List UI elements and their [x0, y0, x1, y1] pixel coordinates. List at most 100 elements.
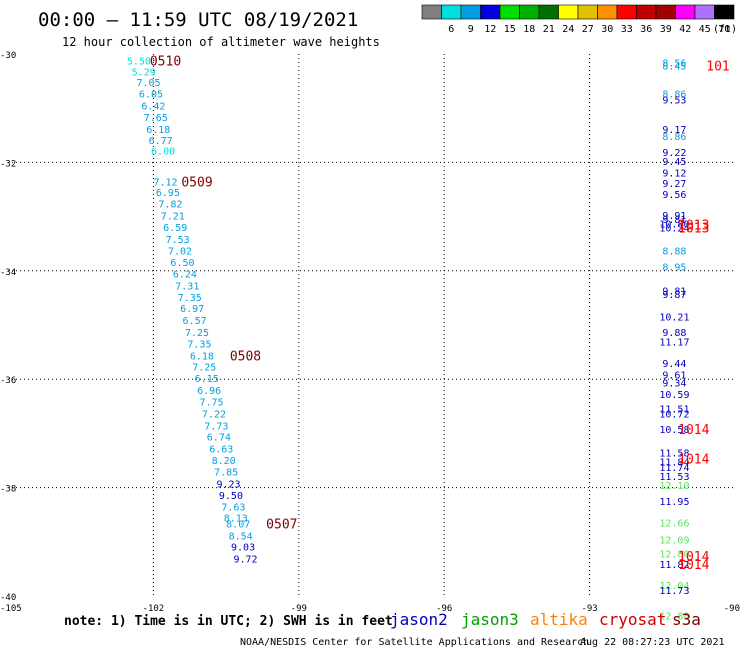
legend-swatch	[694, 4, 715, 20]
wave-height-label: 6.50	[170, 258, 194, 269]
legend-swatch	[597, 4, 618, 20]
wave-height-label: 9.87	[662, 290, 686, 301]
footer-timestamp: Aug 22 08:27:23 UTC 2021	[580, 637, 725, 648]
wave-height-label: 7.35	[178, 293, 202, 304]
legend-swatch	[480, 4, 501, 20]
wave-height-label: 7.85	[214, 467, 238, 478]
wave-height-label: 7.05	[137, 78, 161, 89]
wave-height-label: 9.81	[662, 286, 686, 297]
wave-height-label: 9.81	[662, 215, 686, 226]
satellite-label-cryosat: cryosat	[599, 610, 666, 629]
wave-height-label: 6.24	[173, 270, 197, 281]
wave-height-label: 6.57	[183, 316, 207, 327]
wave-height-label: 9.23	[216, 479, 240, 490]
wave-height-label: 7.12	[153, 177, 177, 188]
time-label: 1014	[678, 550, 709, 565]
wave-height-label: 9.88	[662, 328, 686, 339]
y-tick-label: -40	[0, 593, 16, 603]
wave-height-label: 8.86	[662, 132, 686, 143]
wave-height-label: 12.10	[659, 481, 689, 492]
wave-height-label: 11.84	[659, 458, 689, 469]
legend-tick-label: 21	[543, 24, 555, 35]
legend-swatch	[577, 4, 598, 20]
legend-swatch	[616, 4, 637, 20]
legend-swatch	[675, 4, 696, 20]
time-label: 0507	[266, 517, 297, 532]
legend-swatch	[558, 4, 579, 20]
wave-height-label: 7.22	[202, 409, 226, 420]
time-label: 1014	[678, 452, 709, 467]
legend-swatch	[519, 4, 540, 20]
legend-swatch	[655, 4, 676, 20]
legend-tick-label: 18	[523, 24, 535, 35]
wave-height-label: 7.63	[221, 503, 245, 514]
legend-tick-label: 39	[660, 24, 672, 35]
legend-swatch	[499, 4, 520, 20]
legend-tick-label: 27	[582, 24, 594, 35]
y-tick-label: -30	[0, 51, 16, 61]
time-label: 1014	[678, 423, 709, 438]
satellite-legend: jason2 jason3 altika cryosat s3a	[390, 610, 701, 629]
legend-tick-label: 24	[562, 24, 574, 35]
wave-height-label: 9.17	[662, 125, 686, 136]
wave-height-label: 11.17	[659, 337, 689, 348]
wave-height-label: 10.72	[659, 409, 689, 420]
wave-height-label: 9.50	[219, 491, 243, 502]
time-label: 1013	[678, 219, 709, 234]
wave-height-label: 6.63	[209, 445, 233, 456]
wave-height-label: 11.73	[659, 586, 689, 597]
wave-height-label: 9.03	[231, 543, 255, 554]
wave-height-label: 7.02	[168, 247, 192, 258]
wave-height-label: 10.58	[659, 425, 689, 436]
chart-title: 00:00 — 11:59 UTC 08/19/2021	[38, 9, 358, 31]
wave-height-label: 8.95	[662, 262, 686, 273]
wave-height-label: 7.31	[175, 281, 199, 292]
wave-height-label: 6.96	[197, 386, 221, 397]
wave-height-label: 7.53	[166, 235, 190, 246]
wave-height-label: 6.18	[190, 351, 214, 362]
wave-height-label: 7.75	[200, 397, 224, 408]
legend-tick-label: 6	[448, 24, 454, 35]
data-points: 5.505.297.056.056.427.656.186.776.007.12…	[127, 55, 730, 623]
wave-height-label: 8.54	[229, 531, 253, 542]
wave-height-label: 11.58	[659, 448, 689, 459]
legend-tick-label: 36	[640, 24, 652, 35]
wave-height-label: 10.59	[659, 390, 689, 401]
wave-height-label: 12.88	[659, 612, 689, 623]
wave-height-label: 6.18	[146, 125, 170, 136]
wave-height-label: 9.91	[662, 211, 686, 222]
satellite-label-s3a: s3a	[672, 610, 701, 629]
wave-height-label: 8.88	[662, 247, 686, 258]
legend-tick-label: 70	[718, 24, 730, 35]
x-tick-label: -102	[143, 604, 165, 614]
wave-height-label: 10.21	[659, 312, 689, 323]
wave-height-label: 9.61	[662, 370, 686, 381]
wave-height-label: 9.44	[662, 359, 686, 370]
wave-height-label: 5.29	[132, 67, 156, 78]
y-tick-label: -36	[0, 376, 16, 386]
wave-height-label: 7.25	[185, 328, 209, 339]
wave-height-label: 5.50	[127, 57, 151, 68]
legend-tick-label: 9	[468, 24, 474, 35]
wave-height-label: 12.04	[659, 581, 689, 592]
x-tick-label: -96	[436, 604, 452, 614]
legend-swatch	[460, 4, 481, 20]
wave-height-label: 6.59	[163, 223, 187, 234]
wave-height-label: 9.53	[662, 96, 686, 107]
legend-swatch	[421, 4, 442, 20]
legend-tick-label: 15	[504, 24, 516, 35]
wave-height-label: 11.74	[659, 463, 689, 474]
chart-subtitle: 12 hour collection of altimeter wave hei…	[62, 35, 380, 49]
wave-height-label: 7.25	[192, 363, 216, 374]
time-label: 101	[706, 59, 729, 74]
wave-height-label: 6.05	[139, 90, 163, 101]
wave-height-label: 6.00	[151, 146, 175, 157]
satellite-label-altika: altika	[530, 610, 588, 629]
wave-height-label: 6.97	[180, 304, 204, 315]
wave-height-label: 8.07	[226, 519, 250, 530]
wave-height-label: 9.72	[233, 555, 257, 566]
legend-unit: (ft)	[713, 24, 737, 35]
time-label: 0510	[150, 55, 181, 70]
